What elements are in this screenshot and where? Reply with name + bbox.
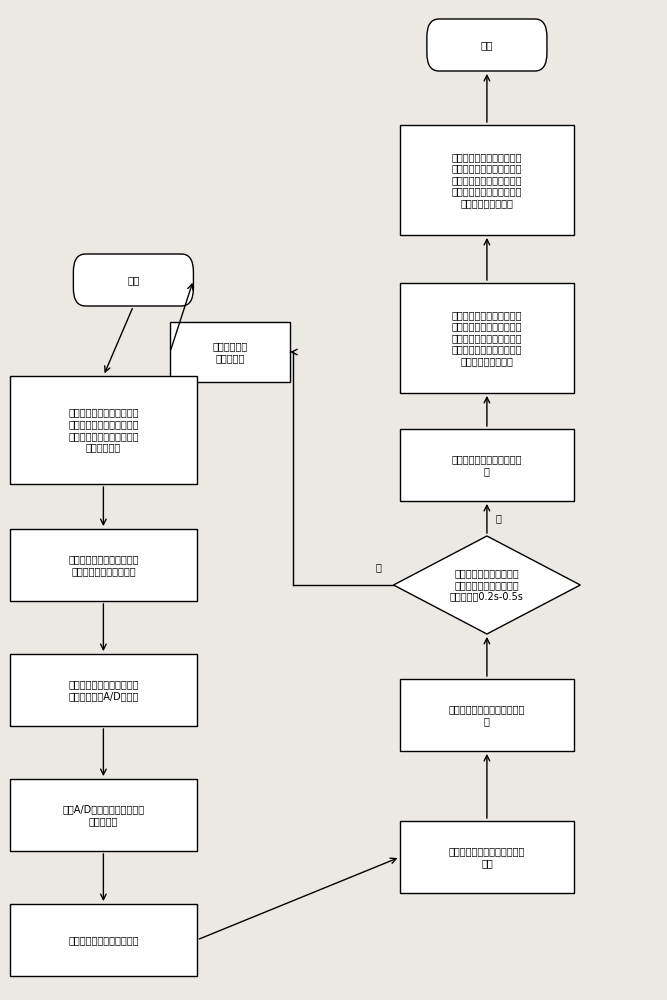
Text: 模拟信号转换为数字量信号: 模拟信号转换为数字量信号	[68, 935, 139, 945]
Text: 手指点击屏幕一次，然后快
速滑动操作（或围绕点击的
位置画出一个圆圈，正圆和
椭圆都可以）: 手指点击屏幕一次，然后快 速滑动操作（或围绕点击的 位置画出一个圆圈，正圆和 椭…	[68, 408, 139, 452]
Text: 仪表放大电路的放大处理，
将信号传输到A/D转换器: 仪表放大电路的放大处理， 将信号传输到A/D转换器	[68, 679, 139, 701]
Text: 信号脉冲时间计时器判断
连续两次信号脉冲的时间
间隔是否为0.2s-0.5s: 信号脉冲时间计时器判断 连续两次信号脉冲的时间 间隔是否为0.2s-0.5s	[450, 568, 524, 602]
Bar	[10, 376, 197, 484]
Polygon shape	[394, 536, 580, 634]
Bar	[400, 429, 574, 501]
Bar	[400, 125, 574, 235]
Bar	[170, 322, 290, 382]
Bar	[10, 779, 197, 851]
Text: 经过转换的信号传输到信号处
理器: 经过转换的信号传输到信号处 理器	[449, 846, 525, 868]
Bar	[10, 654, 197, 726]
Text: 结束: 结束	[481, 40, 493, 50]
Text: 基体材料发生形变，金属电
阻应变片电阻值发生改变: 基体材料发生形变，金属电 阻应变片电阻值发生改变	[68, 554, 139, 576]
FancyBboxPatch shape	[73, 254, 193, 306]
Bar	[10, 904, 197, 976]
Text: 是: 是	[496, 514, 502, 524]
Text: 否: 否	[376, 562, 382, 572]
Text: 当屏幕状态为亮屏时，连续
两次操作成功通过脉冲计时
器的信号传输到屏幕控制开
关电路，将屏幕控制开关电
路断开，即熄灭屏幕: 当屏幕状态为亮屏时，连续 两次操作成功通过脉冲计时 器的信号传输到屏幕控制开 关…	[452, 310, 522, 366]
Text: 经过A/D转换器的抽样、量化
和编译处理: 经过A/D转换器的抽样、量化 和编译处理	[62, 804, 145, 826]
Bar	[400, 821, 574, 893]
FancyBboxPatch shape	[427, 19, 547, 71]
Bar	[400, 283, 574, 393]
Text: 信号传输到屏幕控制开关电
路: 信号传输到屏幕控制开关电 路	[452, 454, 522, 476]
Text: 信号传输到信号脉冲时间计时
器: 信号传输到信号脉冲时间计时 器	[449, 704, 525, 726]
Text: 开始: 开始	[127, 275, 139, 285]
Bar	[400, 679, 574, 751]
Bar	[10, 529, 197, 601]
Text: 当屏幕状态为熄灭时，连续
两次操作成功通过脉冲计时
器的信号传输到屏幕控制开
关电路，将屏幕控制开关电
路导通，即点亮屏幕: 当屏幕状态为熄灭时，连续 两次操作成功通过脉冲计时 器的信号传输到屏幕控制开 关…	[452, 152, 522, 208]
Text: 作为两次独立
的单击操作: 作为两次独立 的单击操作	[213, 341, 247, 363]
